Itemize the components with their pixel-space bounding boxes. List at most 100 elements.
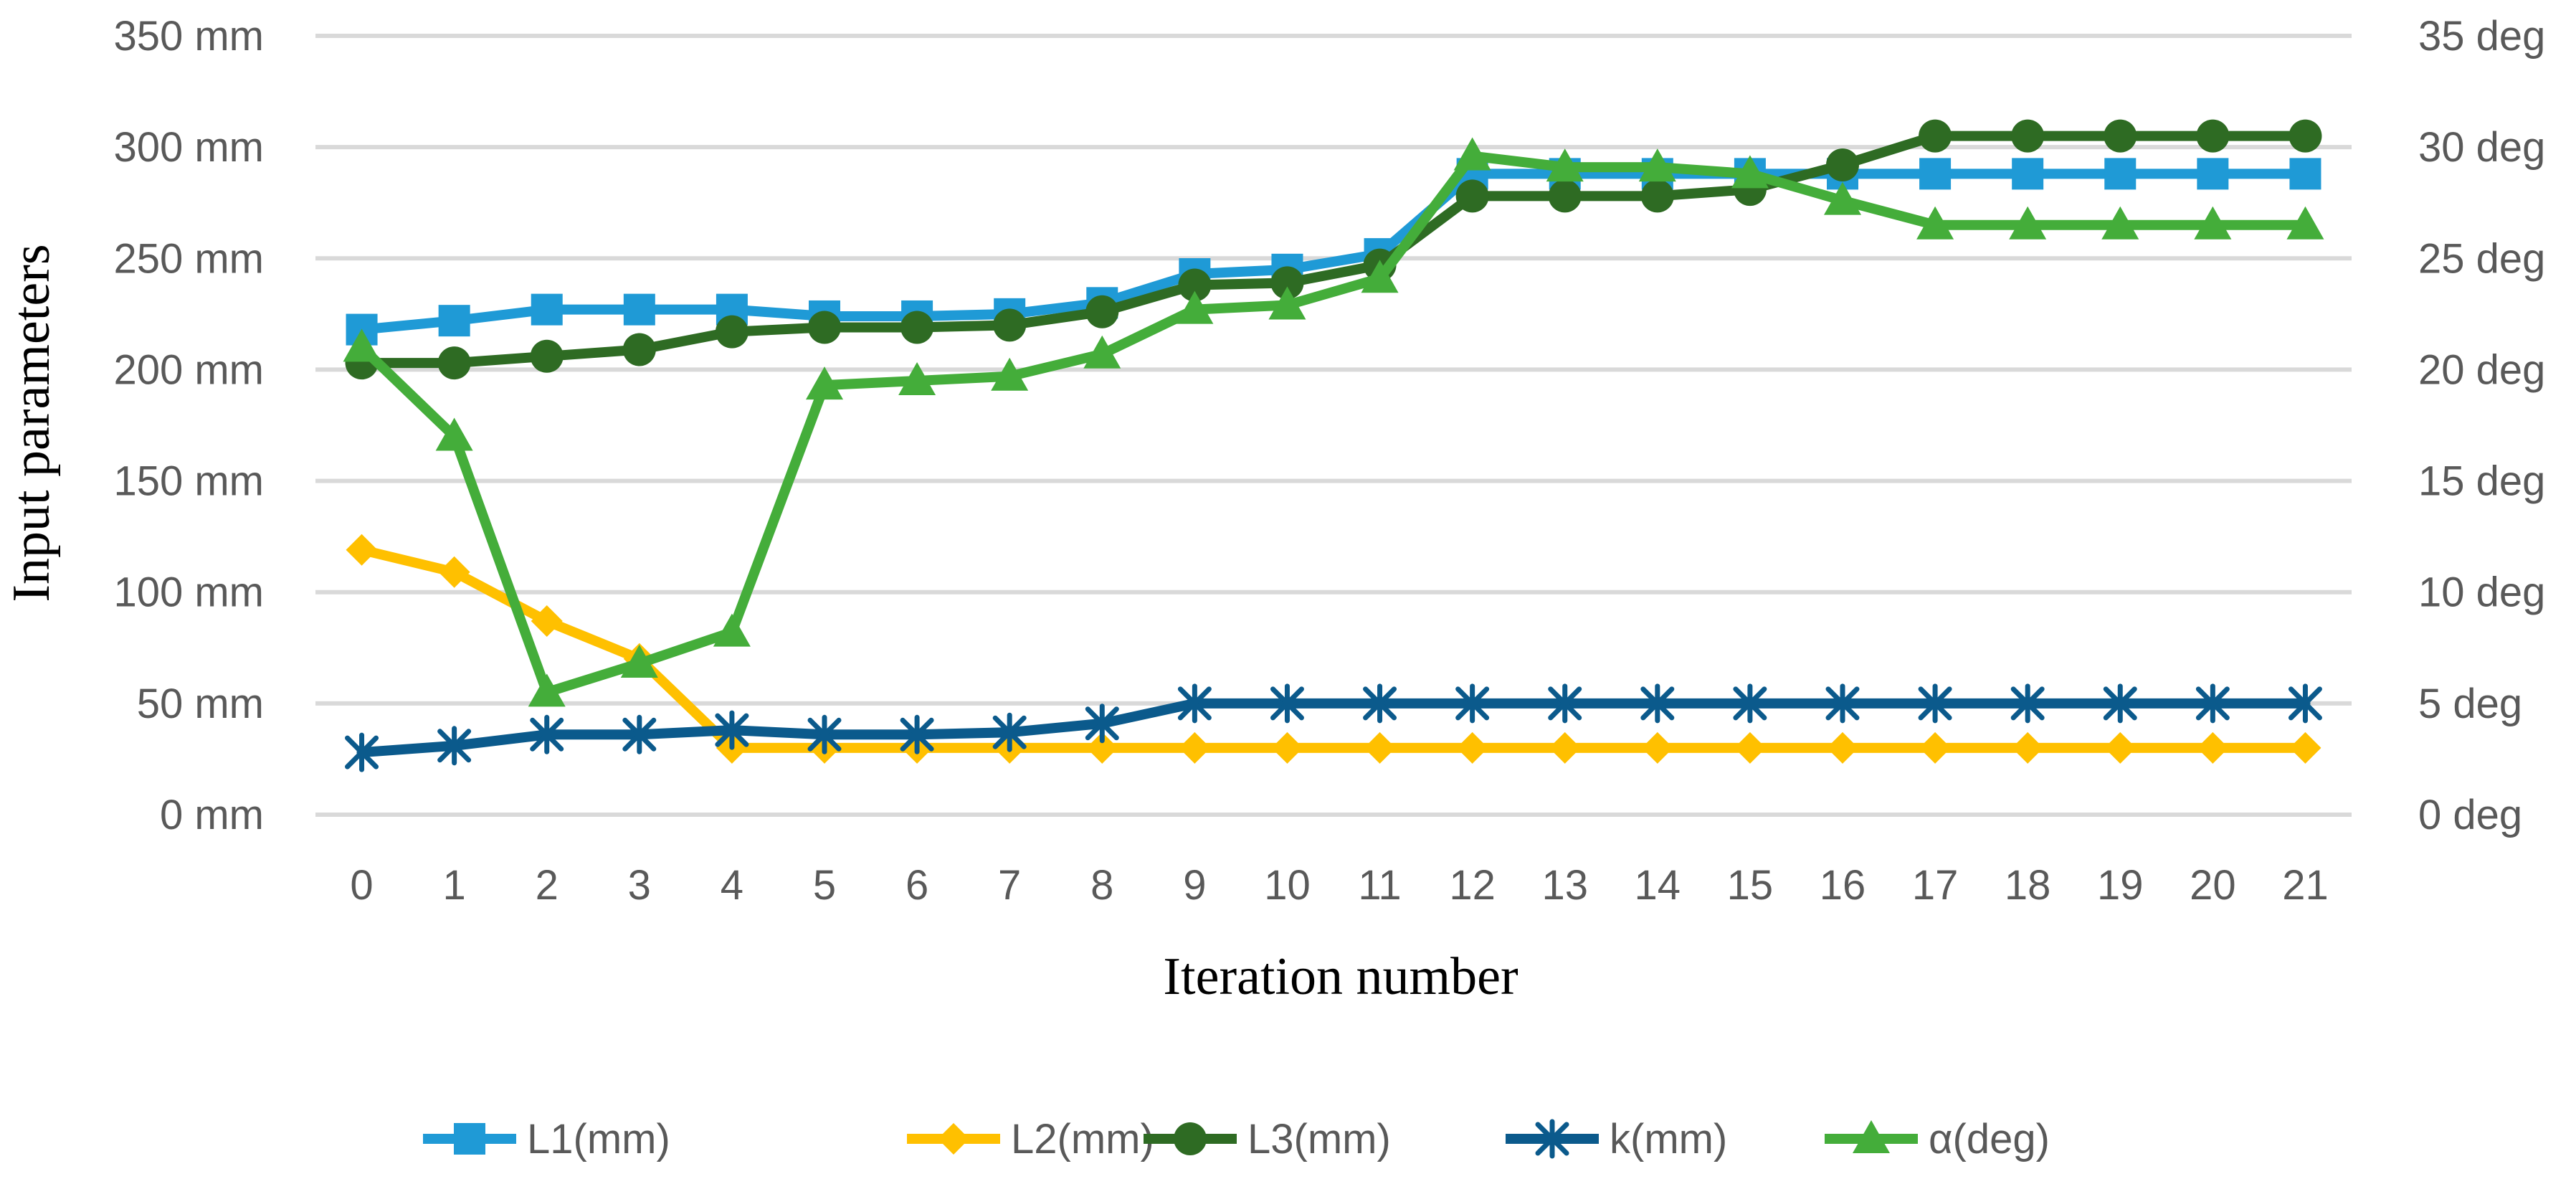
data-point xyxy=(2289,158,2321,190)
x-tick-label: 5 xyxy=(813,862,836,909)
data-point xyxy=(713,613,751,647)
left-tick-label: 150 mm xyxy=(113,458,264,505)
legend-marker xyxy=(1174,1122,1207,1155)
right-tick-label: 10 deg xyxy=(2418,569,2545,616)
legend-item: L3(mm) xyxy=(1144,1116,1391,1162)
legend-label: L1(mm) xyxy=(527,1116,670,1162)
data-point xyxy=(435,417,473,451)
legend-marker xyxy=(454,1123,485,1155)
legend-label: k(mm) xyxy=(1610,1116,1727,1162)
series-k(mm) xyxy=(345,683,2322,772)
legend-label: L2(mm) xyxy=(1011,1116,1154,1162)
x-tick-label: 13 xyxy=(1541,862,1588,909)
data-point xyxy=(2289,119,2322,153)
data-point xyxy=(1548,179,1582,213)
legend-item: α(deg) xyxy=(1825,1116,2050,1162)
series-α(deg) xyxy=(343,137,2324,707)
data-point xyxy=(715,315,748,349)
x-tick-label: 1 xyxy=(443,862,466,909)
data-point xyxy=(2104,158,2137,190)
data-point xyxy=(2011,119,2045,153)
data-point xyxy=(1179,731,1211,764)
data-point xyxy=(437,726,472,766)
data-point xyxy=(531,605,563,638)
data-point xyxy=(898,361,936,395)
data-point xyxy=(2104,731,2137,764)
left-tick-label: 100 mm xyxy=(113,569,264,616)
data-point xyxy=(808,311,841,344)
data-point xyxy=(1546,148,1584,182)
series-line xyxy=(356,544,2311,753)
right-tick-label: 5 deg xyxy=(2418,681,2522,727)
data-point xyxy=(1919,119,1952,153)
data-point xyxy=(807,714,842,754)
data-point xyxy=(715,710,749,750)
data-point xyxy=(1085,704,1119,744)
data-point xyxy=(2194,206,2232,240)
left-axis-ticks: 0 mm 50 mm 100 mm 150 mm 200 mm 250 mm 300 mm 3… xyxy=(113,13,264,838)
x-tick-label: 15 xyxy=(1727,862,1774,909)
right-tick-label: 20 deg xyxy=(2418,346,2545,393)
data-point xyxy=(620,645,658,678)
data-point xyxy=(1270,266,1304,300)
x-tick-label: 6 xyxy=(906,862,928,909)
data-point xyxy=(438,305,470,337)
data-point xyxy=(1456,731,1488,764)
data-point xyxy=(1549,731,1581,764)
data-point xyxy=(343,328,381,362)
data-point xyxy=(2197,158,2229,190)
legend-item: k(mm) xyxy=(1506,1116,1727,1162)
data-point xyxy=(1363,683,1397,724)
data-point xyxy=(1548,683,1582,724)
legend-item: L2(mm) xyxy=(907,1116,1154,1162)
x-tick-label: 4 xyxy=(721,862,743,909)
data-point xyxy=(992,712,1027,752)
x-tick-label: 14 xyxy=(1635,862,1681,909)
x-tick-label: 21 xyxy=(2282,862,2329,909)
data-point xyxy=(345,732,379,772)
data-point xyxy=(1268,286,1306,320)
data-point xyxy=(2104,119,2137,153)
right-tick-label: 30 deg xyxy=(2418,124,2545,171)
data-point xyxy=(1734,731,1766,764)
data-point xyxy=(2289,731,2321,764)
x-tick-label: 3 xyxy=(628,862,651,909)
data-point xyxy=(2012,731,2044,764)
legend: L1(mm) L2(mm) L3(mm) k(mm) α(deg) xyxy=(423,1116,2050,1162)
left-tick-label: 350 mm xyxy=(113,13,264,60)
x-tick-label: 7 xyxy=(998,862,1021,909)
series-L3(mm) xyxy=(345,119,2322,380)
data-point xyxy=(900,311,934,344)
right-tick-label: 0 deg xyxy=(2418,792,2522,838)
x-tick-label: 2 xyxy=(536,862,559,909)
data-point xyxy=(1083,335,1121,369)
data-point xyxy=(1455,683,1490,724)
data-point xyxy=(530,714,564,754)
x-tick-label: 19 xyxy=(2097,862,2144,909)
x-tick-label: 18 xyxy=(2005,862,2051,909)
data-point xyxy=(1919,158,1952,190)
data-point xyxy=(1086,731,1118,764)
x-axis-title: Iteration number xyxy=(1163,947,1518,1006)
data-point xyxy=(2009,206,2047,240)
data-point xyxy=(2195,683,2230,724)
legend-marker xyxy=(938,1123,969,1155)
data-point xyxy=(622,714,657,754)
data-point xyxy=(2010,683,2045,724)
data-point xyxy=(1177,683,1212,724)
data-point xyxy=(2012,158,2044,190)
series-L1(mm) xyxy=(346,158,2321,346)
data-point xyxy=(1824,181,1861,215)
data-point xyxy=(1919,731,1952,764)
data-point xyxy=(1825,683,1860,724)
data-point xyxy=(1085,295,1119,328)
right-tick-label: 15 deg xyxy=(2418,458,2545,505)
data-point xyxy=(1733,683,1767,724)
series-line xyxy=(356,131,2311,369)
data-point xyxy=(438,556,470,588)
data-point xyxy=(991,357,1029,391)
data-point xyxy=(1271,731,1303,764)
x-tick-label: 10 xyxy=(1264,862,1311,909)
data-point xyxy=(1364,731,1396,764)
